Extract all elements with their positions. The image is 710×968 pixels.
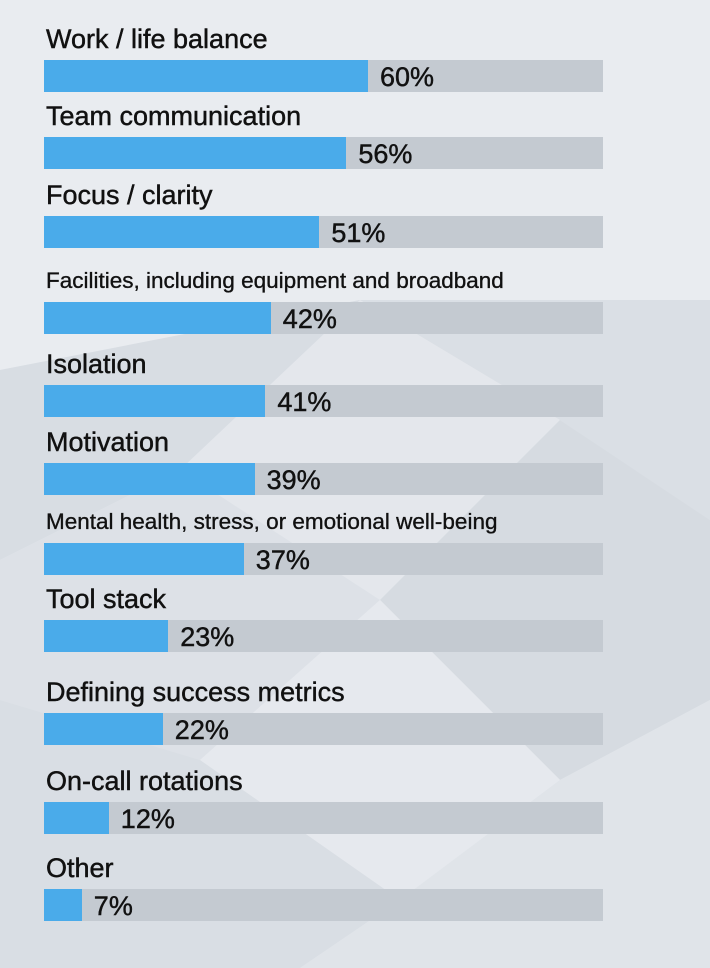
- data-label: 37%: [255, 545, 310, 575]
- bar: [44, 713, 163, 745]
- category-label: Work / life balance: [46, 24, 268, 54]
- bar: [44, 137, 347, 169]
- data-label: 39%: [266, 465, 321, 495]
- bar: [44, 216, 320, 248]
- data-label: 41%: [277, 387, 332, 417]
- category-label: Defining success metrics: [46, 677, 345, 707]
- data-label: 42%: [282, 304, 337, 334]
- category-label: Tool stack: [46, 584, 167, 614]
- data-label: 12%: [120, 804, 175, 834]
- category-label: Team communication: [46, 101, 302, 131]
- data-label: 22%: [174, 715, 229, 745]
- bar: [44, 302, 271, 334]
- data-label: 51%: [331, 218, 386, 248]
- data-label: 56%: [358, 139, 413, 169]
- category-label: Other: [46, 853, 114, 883]
- bar: [44, 543, 244, 575]
- data-label: 60%: [380, 62, 435, 92]
- bar: [44, 385, 266, 417]
- bar: [44, 889, 82, 921]
- category-label: Focus / clarity: [46, 180, 213, 210]
- data-label: 23%: [180, 622, 235, 652]
- category-label: On-call rotations: [46, 766, 243, 796]
- bar: [44, 802, 109, 834]
- bar: [44, 620, 169, 652]
- bar: [44, 60, 368, 92]
- data-label: 7%: [93, 891, 133, 921]
- bar-track: [44, 802, 603, 834]
- bar-track: [44, 889, 603, 921]
- category-label: Motivation: [46, 427, 170, 457]
- category-label: Facilities, including equipment and broa…: [46, 268, 504, 293]
- bar: [44, 463, 255, 495]
- category-label: Mental health, stress, or emotional well…: [46, 509, 498, 534]
- category-label: Isolation: [46, 349, 147, 379]
